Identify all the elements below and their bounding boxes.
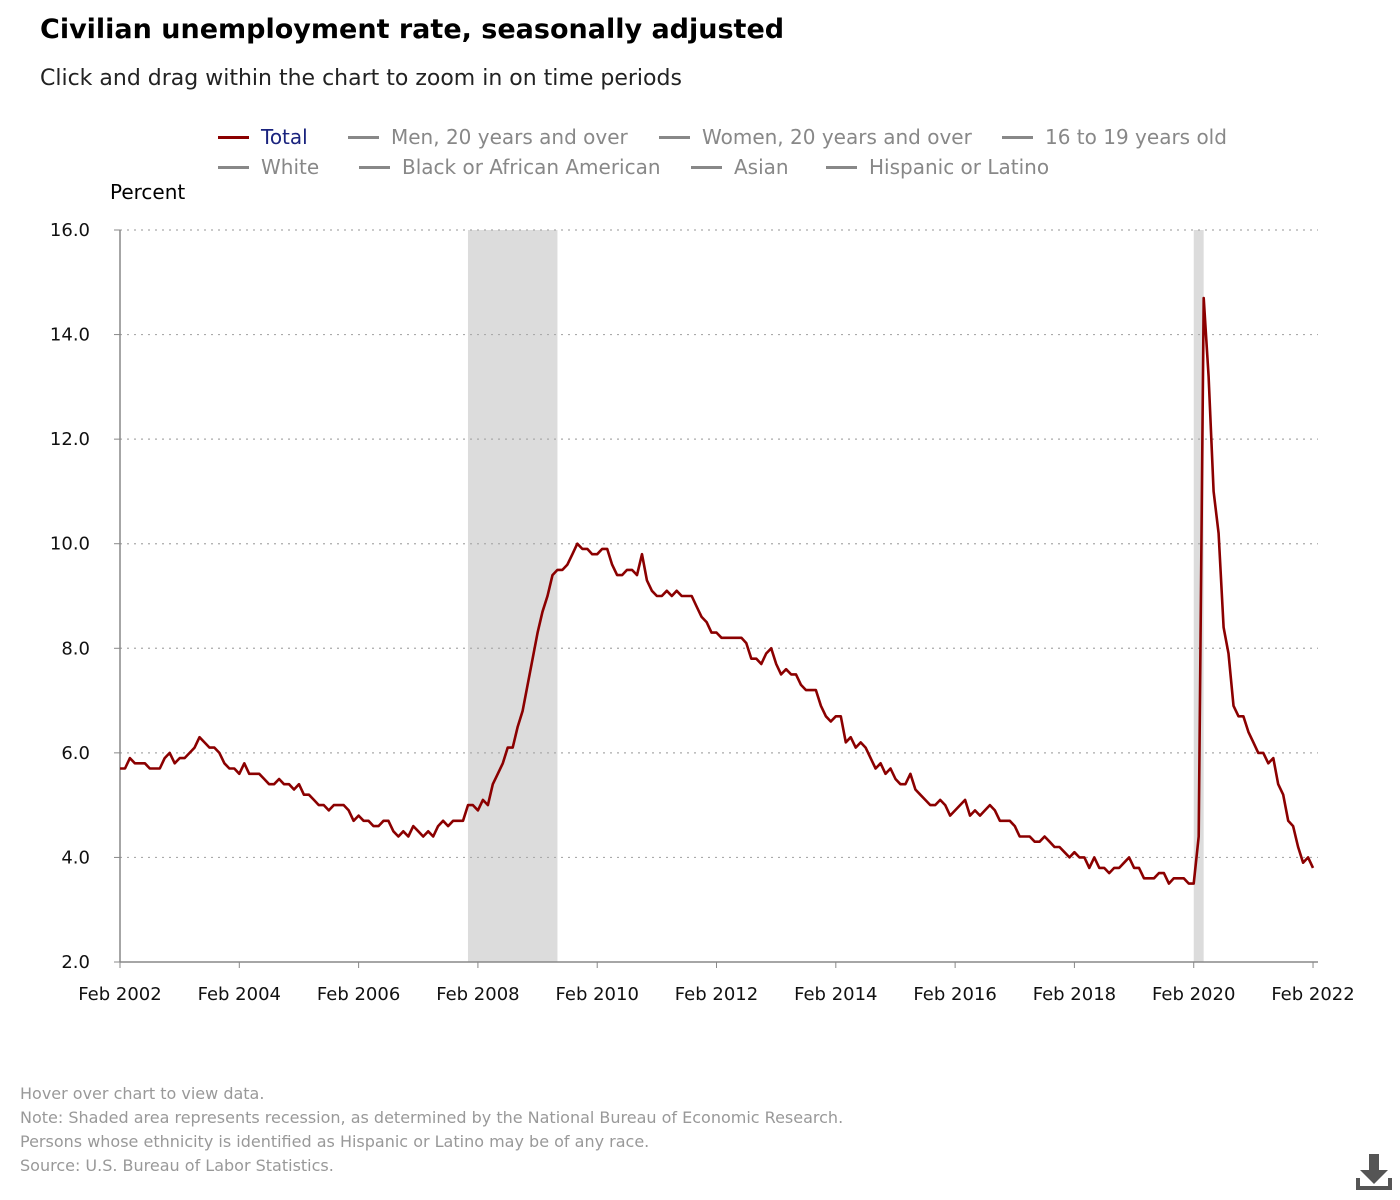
x-tick-label: Feb 2022 (1271, 984, 1354, 1005)
legend-label-women: Women, 20 years and over (702, 125, 972, 149)
recession-band-1 (1193, 230, 1204, 962)
legend-label-white: White (261, 155, 320, 179)
legend-item-black[interactable]: Black or African American (359, 155, 661, 179)
legend-swatch-asian (691, 165, 722, 169)
x-tick-label: Feb 2010 (556, 984, 639, 1005)
legend-item-teens[interactable]: 16 to 19 years old (1002, 125, 1227, 149)
chart-subtitle: Click and drag within the chart to zoom … (40, 66, 682, 91)
x-tick-label: Feb 2012 (675, 984, 758, 1005)
note-recession: Note: Shaded area represents recession, … (20, 1108, 844, 1127)
series-lines[interactable] (120, 296, 1315, 885)
note-hispanic: Persons whose ethnicity is identified as… (20, 1132, 650, 1151)
legend-item-women[interactable]: Women, 20 years and over (659, 125, 972, 149)
download-button[interactable] (1354, 1150, 1394, 1196)
legend-item-men[interactable]: Men, 20 years and over (348, 125, 628, 149)
chart-title: Civilian unemployment rate, seasonally a… (40, 14, 785, 45)
recession-band-0 (467, 230, 558, 962)
x-tick-label: Feb 2020 (1152, 984, 1235, 1005)
legend-item-white[interactable]: White (218, 155, 319, 179)
y-axis-label: Percent (110, 180, 186, 204)
legend-label-teens: 16 to 19 years old (1045, 125, 1227, 149)
y-tick-labels: 2.0 4.0 6.0 8.0 10.0 12.0 14.0 16.0 (50, 220, 90, 973)
y-tick-label: 2.0 (61, 952, 90, 973)
legend-swatch-men (348, 135, 379, 139)
y-tick-label: 10.0 (50, 534, 90, 555)
legend-swatch-women (659, 135, 690, 139)
axes (119, 230, 1318, 963)
x-tick-label: Feb 2014 (794, 984, 877, 1005)
x-tick-label: Feb 2008 (436, 984, 519, 1005)
legend-label-men: Men, 20 years and over (391, 125, 628, 149)
legend-item-total[interactable]: Total (218, 125, 308, 149)
legend-swatch-black (359, 165, 390, 169)
download-icon (1356, 1154, 1392, 1190)
legend-label-hispanic: Hispanic or Latino (869, 155, 1050, 179)
note-source: Source: U.S. Bureau of Labor Statistics. (20, 1156, 334, 1175)
legend-swatch-white (218, 165, 249, 169)
x-tick-label: Feb 2002 (78, 984, 161, 1005)
legend: Total Men, 20 years and over Women, 20 y… (0, 122, 1400, 184)
y-tick-label: 6.0 (61, 743, 90, 764)
y-tick-label: 12.0 (50, 429, 90, 450)
x-tick-label: Feb 2016 (913, 984, 996, 1005)
legend-label-total: Total (261, 125, 308, 149)
y-tick-label: 8.0 (61, 638, 90, 659)
line-chart[interactable]: 2.04.06.08.010.012.014.016.0 Feb 2002 Feb… (0, 0, 1400, 1040)
legend-swatch-hispanic (826, 165, 857, 169)
legend-item-asian[interactable]: Asian (691, 155, 789, 179)
legend-label-black: Black or African American (402, 155, 661, 179)
legend-swatch-teens (1002, 135, 1033, 139)
x-tick-label: Feb 2004 (198, 984, 281, 1005)
x-tick-label: Feb 2018 (1033, 984, 1116, 1005)
grid-lines (114, 229, 1318, 963)
series-line-0[interactable] (120, 296, 1315, 885)
legend-label-asian: Asian (734, 155, 789, 179)
legend-swatch-total (218, 135, 249, 139)
chart-notes: Hover over chart to view data. Note: Sha… (20, 1082, 843, 1178)
y-tick-label: 14.0 (50, 325, 90, 346)
legend-item-hispanic[interactable]: Hispanic or Latino (826, 155, 1049, 179)
y-tick-label: 4.0 (61, 847, 90, 868)
note-hover: Hover over chart to view data. (20, 1084, 265, 1103)
x-tick-label: Feb 2006 (317, 984, 400, 1005)
x-tick-labels: Feb 2002 Feb 2004 Feb 2006 Feb 2008 Feb 2010… (78, 962, 1355, 1005)
recession-shading (467, 230, 1204, 962)
y-tick-label: 16.0 (50, 220, 90, 241)
